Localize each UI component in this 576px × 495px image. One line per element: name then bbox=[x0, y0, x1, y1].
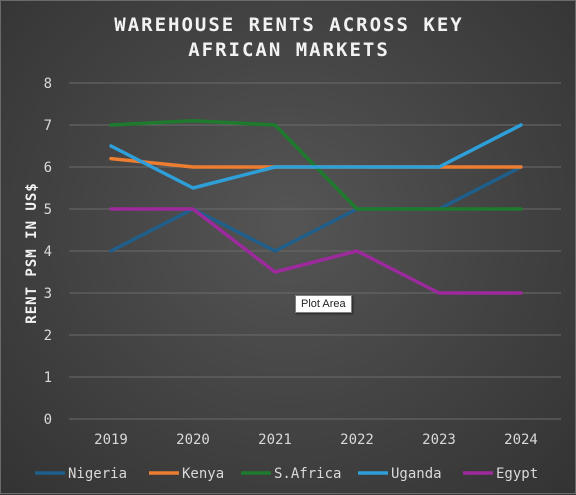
y-tick-labels: 0 1 2 3 4 5 6 7 8 bbox=[44, 76, 52, 428]
x-tick-2022: 2022 bbox=[340, 432, 374, 448]
y-tick-6: 6 bbox=[44, 160, 52, 176]
y-tick-8: 8 bbox=[44, 76, 52, 92]
y-tick-1: 1 bbox=[44, 370, 52, 386]
legend-label-safrica: S.Africa bbox=[274, 466, 341, 482]
y-tick-2: 2 bbox=[44, 328, 52, 344]
x-tick-2019: 2019 bbox=[94, 432, 128, 448]
series-line-nigeria bbox=[109, 165, 523, 253]
plot-area-tooltip: Plot Area bbox=[295, 295, 352, 313]
chart-title: WAREHOUSE RENTS ACROSS KEY AFRICAN MARKE… bbox=[1, 13, 576, 63]
legend: Nigeria Kenya S.Africa Uganda Egypt bbox=[35, 466, 538, 482]
x-tick-2020: 2020 bbox=[176, 432, 210, 448]
y-tick-7: 7 bbox=[44, 118, 52, 134]
x-tick-labels: 2019 2020 2021 2022 2023 2024 bbox=[94, 432, 538, 448]
chart-title-line-1: WAREHOUSE RENTS ACROSS KEY bbox=[114, 14, 464, 36]
legend-label-uganda: Uganda bbox=[391, 466, 442, 482]
legend-label-nigeria: Nigeria bbox=[68, 466, 127, 482]
y-tick-5: 5 bbox=[44, 202, 52, 218]
legend-label-egypt: Egypt bbox=[496, 466, 538, 482]
series-lines bbox=[109, 119, 523, 295]
legend-label-kenya: Kenya bbox=[182, 466, 224, 482]
series-line-egypt bbox=[109, 207, 523, 295]
x-tick-2023: 2023 bbox=[422, 432, 456, 448]
series-line-uganda bbox=[109, 123, 523, 190]
gridlines bbox=[69, 82, 561, 420]
x-tick-2024: 2024 bbox=[504, 432, 538, 448]
chart-title-line-2: AFRICAN MARKETS bbox=[188, 39, 390, 61]
y-tick-3: 3 bbox=[44, 286, 52, 302]
y-axis-label: RENT PSM IN US$ bbox=[24, 182, 40, 323]
y-tick-0: 0 bbox=[44, 412, 52, 428]
x-tick-2021: 2021 bbox=[258, 432, 292, 448]
y-tick-4: 4 bbox=[44, 244, 52, 260]
